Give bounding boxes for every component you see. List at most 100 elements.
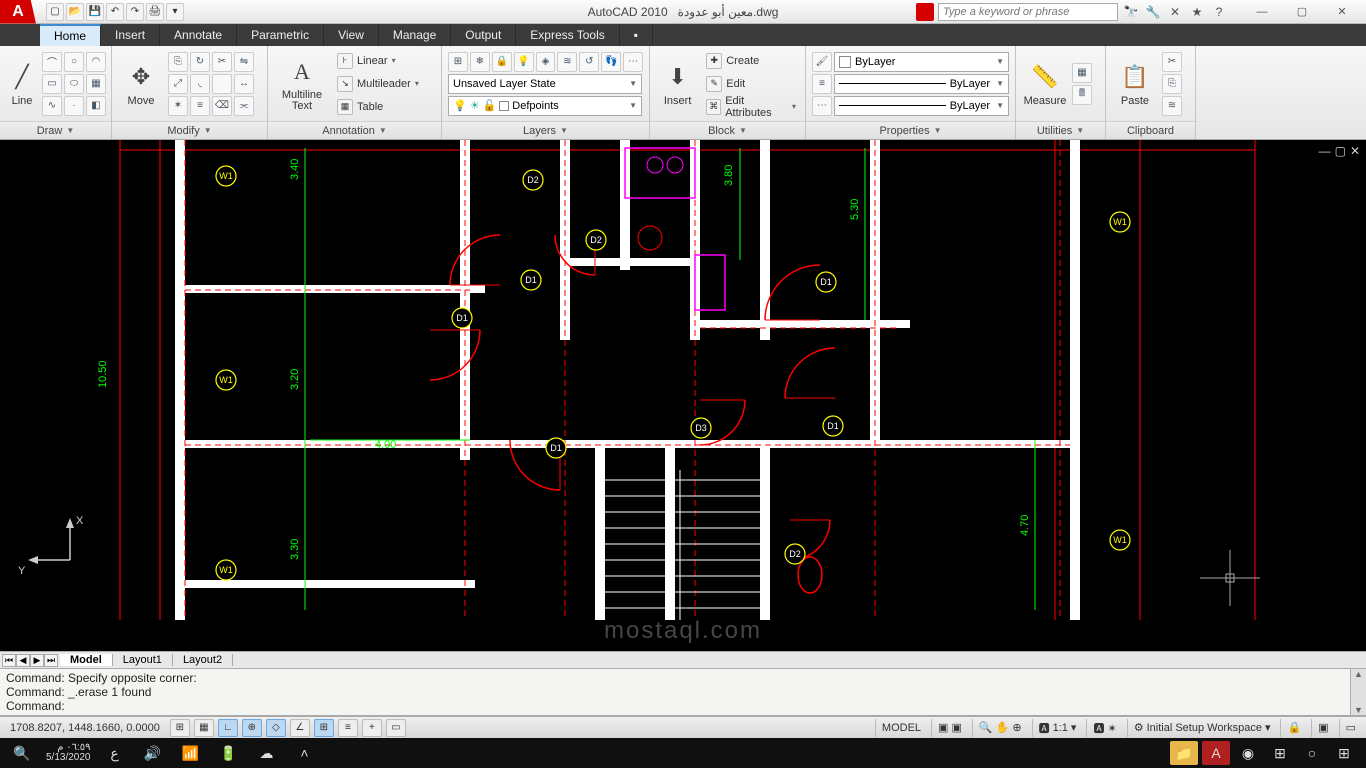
- spline-icon[interactable]: ∿: [42, 96, 62, 116]
- start-icon[interactable]: ⊞: [1330, 741, 1358, 765]
- create-block-button[interactable]: ✚Create: [703, 50, 799, 71]
- qat-more-icon[interactable]: ▾: [166, 3, 184, 21]
- lineweight-combo[interactable]: ByLayer▼: [834, 74, 1009, 94]
- lt-last-icon[interactable]: ⏭: [44, 654, 58, 667]
- tab-output[interactable]: Output: [451, 24, 516, 46]
- vp-maximize-icon[interactable]: ▢: [1335, 144, 1346, 158]
- quick-view-icon[interactable]: 🔍 ✋ ⊕: [972, 719, 1028, 737]
- panel-modify-title[interactable]: Modify▼: [112, 121, 267, 139]
- panel-block-title[interactable]: Block▼: [650, 121, 805, 139]
- color-combo[interactable]: ByLayer▼: [834, 52, 1009, 72]
- tab-view[interactable]: View: [324, 24, 379, 46]
- star-icon[interactable]: ★: [1188, 3, 1206, 21]
- tray-wifi-icon[interactable]: 📶: [177, 741, 205, 765]
- fillet-icon[interactable]: ◟: [190, 74, 210, 94]
- workspace-switch[interactable]: ⚙ Initial Setup Workspace ▾: [1127, 719, 1277, 737]
- autocad-task-icon[interactable]: A: [1202, 741, 1230, 765]
- command-window[interactable]: Command: Specify opposite corner: Comman…: [0, 669, 1366, 716]
- match-prop-icon[interactable]: 🖌: [812, 52, 832, 72]
- cortana-icon[interactable]: ○: [1298, 741, 1326, 765]
- table-button[interactable]: ▦Table: [334, 96, 422, 117]
- clean-screen-icon[interactable]: ▭: [1339, 719, 1362, 737]
- scale-icon[interactable]: ⤢: [168, 74, 188, 94]
- join-icon[interactable]: ⫘: [234, 96, 254, 116]
- layer-prev-icon[interactable]: ↺: [579, 52, 599, 72]
- qat-open-icon[interactable]: 📂: [66, 3, 84, 21]
- lineweight-icon[interactable]: ≡: [812, 74, 832, 94]
- status-layout-icon[interactable]: ▣ ▣: [931, 719, 968, 737]
- layer-lock-icon[interactable]: 🔒: [492, 52, 512, 72]
- layer-current-combo[interactable]: 💡☀🔓Defpoints▼: [448, 96, 642, 116]
- explorer-icon[interactable]: 📁: [1170, 741, 1198, 765]
- cmd-scrollbar[interactable]: ▲▼: [1350, 669, 1366, 715]
- edit-attr-button[interactable]: ⌘Edit Attributes▾: [703, 96, 799, 117]
- model-space-button[interactable]: MODEL: [875, 719, 927, 737]
- layer-iso-icon[interactable]: ◈: [536, 52, 556, 72]
- mtext-button[interactable]: A Multiline Text: [274, 50, 330, 118]
- rotate-icon[interactable]: ↻: [190, 52, 210, 72]
- anno-vis-icon[interactable]: 🅰 ✶: [1086, 719, 1122, 737]
- linetype-combo[interactable]: ByLayer▼: [834, 96, 1009, 116]
- binoculars-icon[interactable]: 🔭: [1122, 3, 1140, 21]
- edit-block-button[interactable]: ✎Edit: [703, 73, 799, 94]
- copy-clip-icon[interactable]: ⎘: [1162, 74, 1182, 94]
- offset-icon[interactable]: ≡: [190, 96, 210, 116]
- tab-extra-icon[interactable]: ▪: [620, 24, 653, 46]
- key-icon[interactable]: 🔧: [1144, 3, 1162, 21]
- region-icon[interactable]: ◧: [86, 96, 106, 116]
- explode-icon[interactable]: ✶: [168, 96, 188, 116]
- panel-layers-title[interactable]: Layers▼: [442, 121, 649, 139]
- close-button[interactable]: ✕: [1322, 2, 1362, 22]
- layer-more-icon[interactable]: ⋯: [623, 52, 643, 72]
- ortho-toggle[interactable]: ∟: [218, 719, 238, 737]
- polyline-icon[interactable]: ⌒: [42, 52, 62, 72]
- infocenter-icon[interactable]: [916, 3, 934, 21]
- linetype-icon[interactable]: ⋯: [812, 96, 832, 116]
- panel-properties-title[interactable]: Properties▼: [806, 121, 1015, 139]
- tray-sound-icon[interactable]: 🔊: [139, 741, 167, 765]
- polar-toggle[interactable]: ⊕: [242, 719, 262, 737]
- otrack-toggle[interactable]: ∠: [290, 719, 310, 737]
- tray-lang-icon[interactable]: ع: [101, 741, 129, 765]
- panel-annotation-title[interactable]: Annotation▼: [268, 121, 441, 139]
- snap-toggle[interactable]: ⊞: [170, 719, 190, 737]
- tab-home[interactable]: Home: [40, 24, 101, 46]
- drawing-canvas[interactable]: XY3.403.805.303.204.003.3010.504.70D2D2D…: [0, 140, 1366, 651]
- trim-icon[interactable]: ✂: [212, 52, 232, 72]
- qp-toggle[interactable]: +: [362, 719, 382, 737]
- insert-button[interactable]: ⬇ Insert: [656, 50, 699, 118]
- vp-close-icon[interactable]: ✕: [1350, 144, 1360, 158]
- grid-toggle[interactable]: ▦: [194, 719, 214, 737]
- help-icon[interactable]: ?: [1210, 3, 1228, 21]
- minimize-button[interactable]: —: [1242, 2, 1282, 22]
- start-search-icon[interactable]: 🔍: [8, 741, 36, 765]
- match-icon[interactable]: ≋: [1162, 96, 1182, 116]
- osnap-toggle[interactable]: ◇: [266, 719, 286, 737]
- tab-manage[interactable]: Manage: [379, 24, 451, 46]
- tab-insert[interactable]: Insert: [101, 24, 160, 46]
- panel-utilities-title[interactable]: Utilities▼: [1016, 121, 1105, 139]
- qat-redo-icon[interactable]: ↷: [126, 3, 144, 21]
- line-button[interactable]: ╱ Line: [6, 50, 38, 118]
- layer-walk-icon[interactable]: 👣: [601, 52, 621, 72]
- layer-off-icon[interactable]: 💡: [514, 52, 534, 72]
- layer-state-combo[interactable]: Unsaved Layer State▼: [448, 74, 642, 94]
- qat-print-icon[interactable]: 🖨: [146, 3, 164, 21]
- arc-icon[interactable]: ◠: [86, 52, 106, 72]
- layout-tab-model[interactable]: Model: [60, 654, 113, 666]
- maximize-button[interactable]: ▢: [1282, 2, 1322, 22]
- qat-save-icon[interactable]: 💾: [86, 3, 104, 21]
- tray-up-icon[interactable]: ˄: [291, 741, 319, 765]
- lt-prev-icon[interactable]: ◀: [16, 654, 30, 667]
- tray-battery-icon[interactable]: 🔋: [215, 741, 243, 765]
- move-button[interactable]: ✥ Move: [118, 50, 164, 118]
- dyn-toggle[interactable]: ⊞: [314, 719, 334, 737]
- taskbar-clock[interactable]: ٠٦:٥٩ م 5/13/2020: [46, 743, 91, 763]
- measure-button[interactable]: 📏 Measure: [1022, 50, 1068, 118]
- app-logo[interactable]: A: [0, 0, 36, 24]
- layer-prop-icon[interactable]: ⊞: [448, 52, 468, 72]
- point-icon[interactable]: ·: [64, 96, 84, 116]
- lt-next-icon[interactable]: ▶: [30, 654, 44, 667]
- copy-icon[interactable]: ⎘: [168, 52, 188, 72]
- anno-scale[interactable]: 🅰 1:1 ▾: [1032, 719, 1083, 737]
